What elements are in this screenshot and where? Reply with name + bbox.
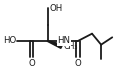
Text: O: O — [75, 59, 81, 68]
Text: HN: HN — [57, 36, 70, 46]
Text: HO: HO — [3, 36, 16, 46]
Polygon shape — [47, 41, 63, 48]
Text: OH: OH — [49, 4, 62, 13]
Text: CH₃: CH₃ — [63, 42, 78, 51]
Text: O: O — [28, 59, 35, 68]
Text: HN: HN — [57, 36, 70, 46]
